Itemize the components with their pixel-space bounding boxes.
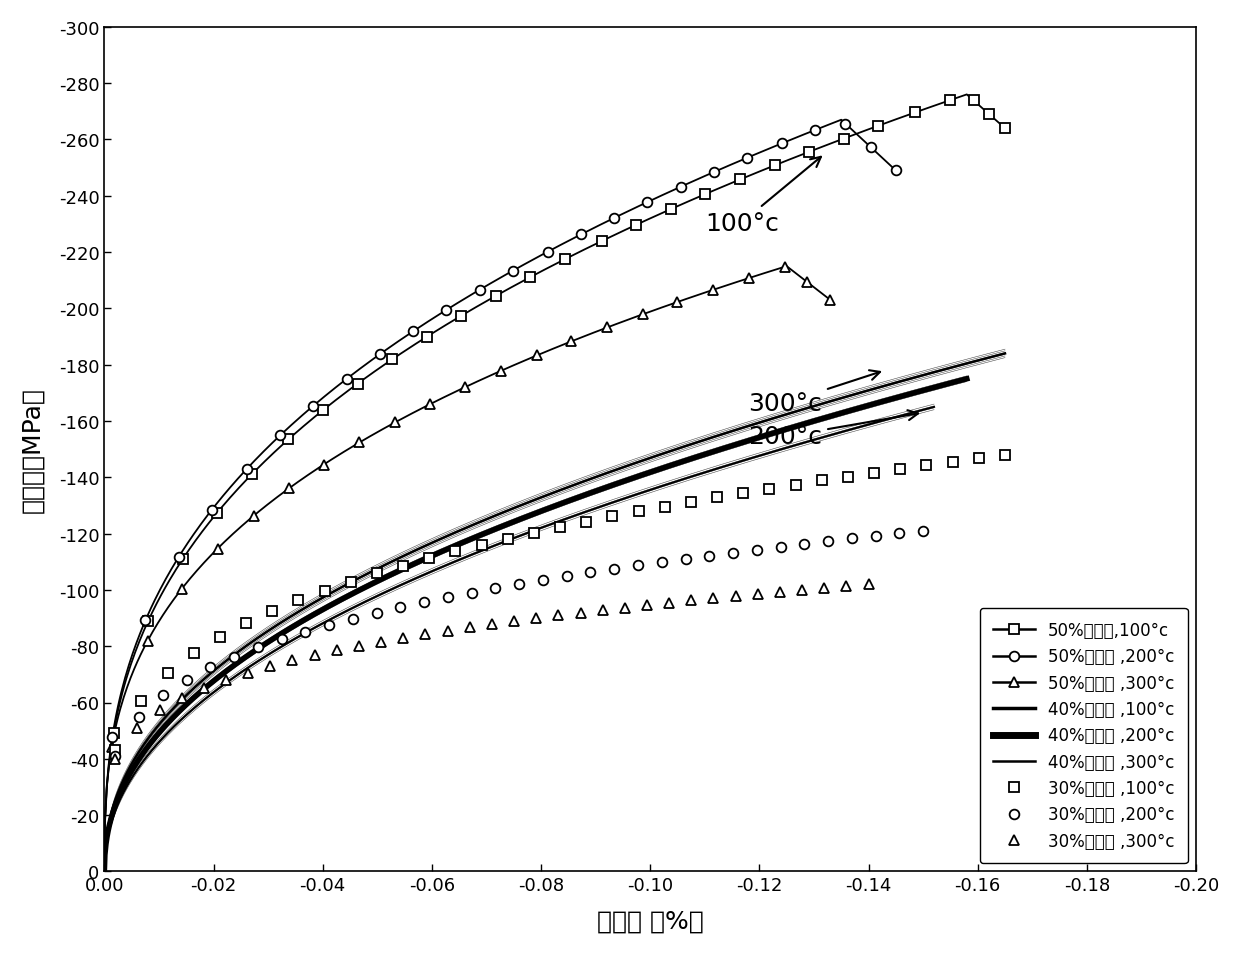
X-axis label: 真应变 （%）: 真应变 （%） [596, 908, 703, 932]
Legend: 50%弥散铜,100°c, 50%弥散铜 ,200°c, 50%弥散铜 ,300°c, 40%弥散铜 ,100°c, 40%弥散铜 ,200°c, 40%弥散铜: 50%弥散铜,100°c, 50%弥散铜 ,200°c, 50%弥散铜 ,300… [980, 608, 1188, 863]
Text: 300°c: 300°c [749, 371, 880, 416]
Text: 100°c: 100°c [704, 157, 821, 235]
Text: 200°c: 200°c [749, 411, 918, 449]
Y-axis label: 真应力（MPa）: 真应力（MPa） [21, 387, 45, 513]
